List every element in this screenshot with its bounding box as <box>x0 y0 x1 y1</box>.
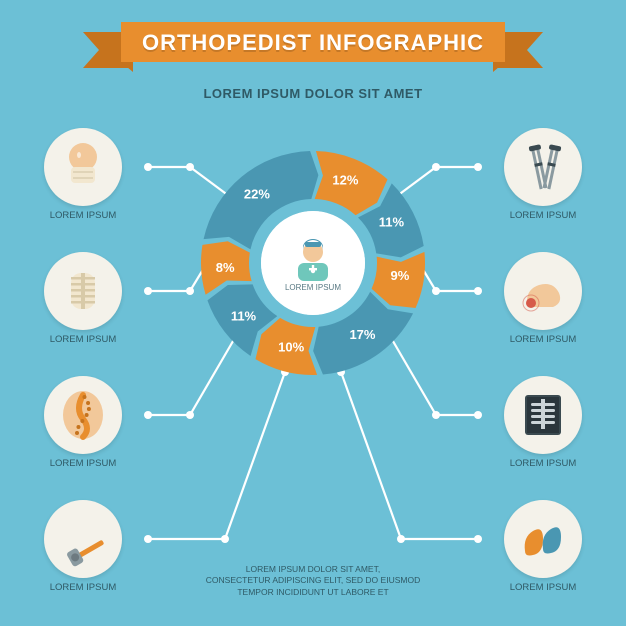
chart-center: LOREM IPSUM <box>261 211 365 315</box>
footer-text: LOREM IPSUM DOLOR SIT AMET,CONSECTETUR A… <box>173 564 453 598</box>
item-crutches: LOREM IPSUM <box>478 128 608 221</box>
item-label: LOREM IPSUM <box>510 334 577 345</box>
title-ribbon: ORTHOPEDIST INFOGRAPHIC <box>83 18 543 82</box>
page-title: ORTHOPEDIST INFOGRAPHIC <box>83 30 543 56</box>
chart-segment-label: 22% <box>244 187 270 202</box>
item-label: LOREM IPSUM <box>50 458 117 469</box>
item-hammer: LOREM IPSUM <box>18 500 148 593</box>
item-label: LOREM IPSUM <box>510 210 577 221</box>
item-label: LOREM IPSUM <box>510 582 577 593</box>
item-ribcage: LOREM IPSUM <box>18 252 148 345</box>
neck-brace-icon <box>44 128 122 206</box>
item-neck-brace: LOREM IPSUM <box>18 128 148 221</box>
chart-segment-label: 12% <box>332 173 358 188</box>
chart-segment-label: 8% <box>216 260 235 275</box>
item-foot: LOREM IPSUM <box>478 252 608 345</box>
item-label: LOREM IPSUM <box>50 582 117 593</box>
chart-center-label: LOREM IPSUM <box>285 283 341 292</box>
item-label: LOREM IPSUM <box>510 458 577 469</box>
page-subtitle: LOREM IPSUM DOLOR SIT AMET <box>0 86 626 101</box>
item-label: LOREM IPSUM <box>50 210 117 221</box>
donut-chart: 12% 11% 9% 17% 10% 11% 8% 22% LOREM IPSUM <box>188 138 438 388</box>
item-xray: LOREM IPSUM <box>478 376 608 469</box>
infographic-canvas: ORTHOPEDIST INFOGRAPHIC LOREM IPSUM DOLO… <box>0 0 626 626</box>
chart-segment-label: 10% <box>278 340 304 355</box>
chart-segment-label: 17% <box>349 327 375 342</box>
chart-segment-label: 11% <box>231 308 257 323</box>
xray-icon <box>504 376 582 454</box>
hammer-icon <box>44 500 122 578</box>
ribcage-icon <box>44 252 122 330</box>
spine-icon <box>44 376 122 454</box>
insoles-icon <box>504 500 582 578</box>
item-label: LOREM IPSUM <box>50 334 117 345</box>
crutches-icon <box>504 128 582 206</box>
chart-segment-label: 9% <box>391 268 410 283</box>
foot-icon <box>504 252 582 330</box>
chart-segment-label: 11% <box>379 214 405 229</box>
item-insoles: LOREM IPSUM <box>478 500 608 593</box>
item-spine: LOREM IPSUM <box>18 376 148 469</box>
doctor-icon <box>290 235 336 281</box>
